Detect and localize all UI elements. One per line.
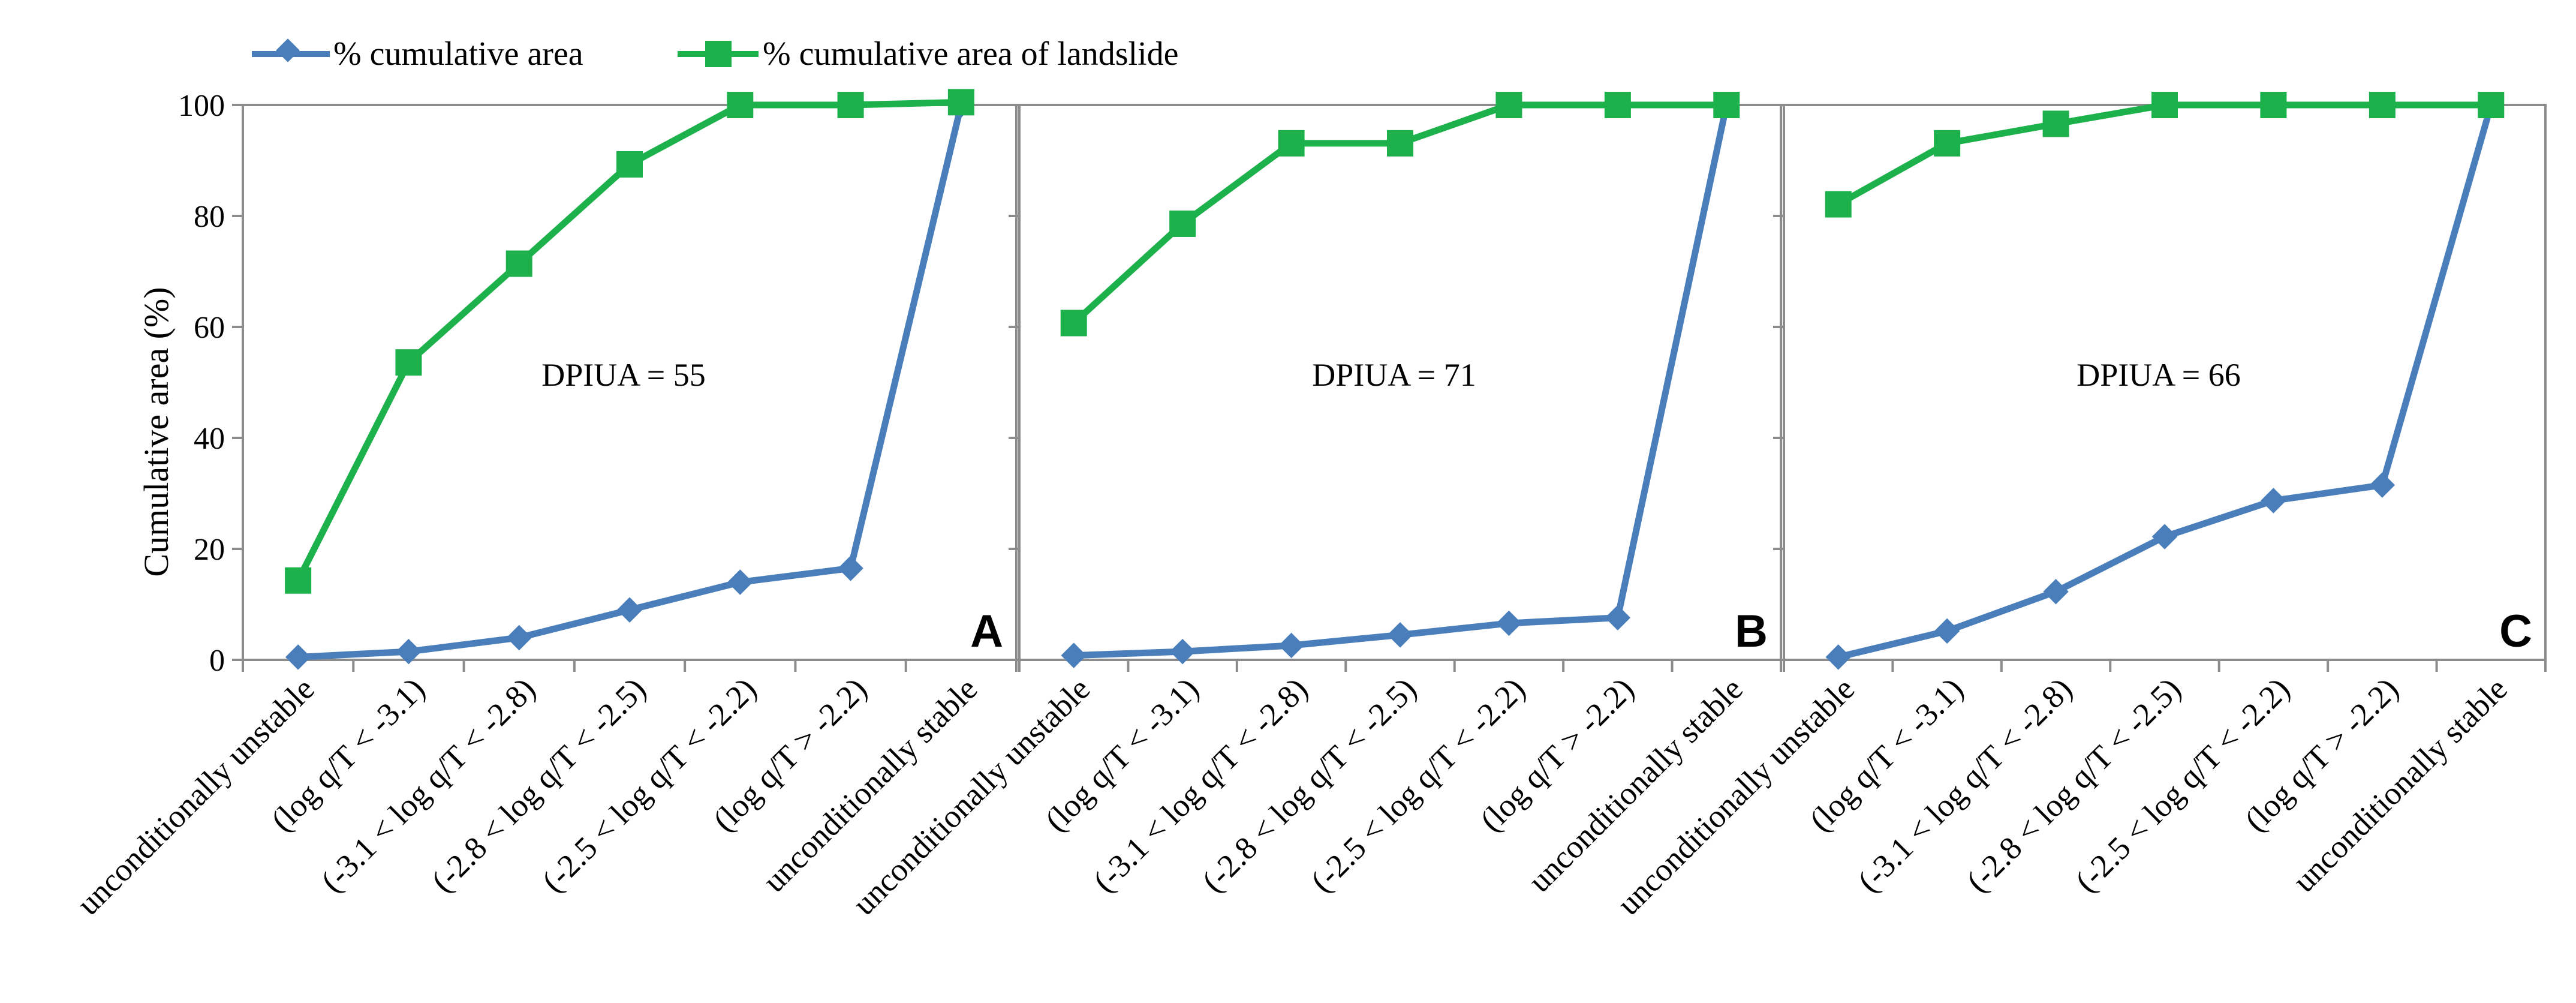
panel-c: unconditionally unstable(log q/T < -3.1)… bbox=[1610, 92, 2547, 922]
data-point-diamond bbox=[1934, 618, 1960, 644]
data-point-diamond bbox=[285, 644, 311, 670]
dpiua-annotation: DPIUA = 66 bbox=[2077, 357, 2240, 393]
x-tick-label: (-3.1 < log q/T < -2.8) bbox=[1086, 671, 1314, 899]
data-point-square bbox=[1387, 130, 1413, 157]
data-point-diamond bbox=[616, 597, 643, 623]
data-point-diamond bbox=[506, 624, 532, 651]
panel-letter: C bbox=[2499, 606, 2532, 657]
x-tick-label: (-3.1 < log q/T < -2.8) bbox=[1850, 671, 2079, 899]
data-point-square bbox=[2042, 110, 2069, 137]
legend: % cumulative area % cumulative area of l… bbox=[252, 35, 1179, 73]
data-point-square bbox=[285, 567, 312, 594]
data-point-square bbox=[1060, 310, 1087, 337]
data-point-diamond bbox=[1496, 610, 1522, 636]
plot-frame bbox=[242, 104, 1018, 661]
data-point-diamond bbox=[2043, 579, 2069, 605]
legend-marker-diamond bbox=[276, 38, 300, 62]
y-tick-label: 40 bbox=[194, 422, 225, 456]
x-tick-label: (-2.8 < log q/T < -2.5) bbox=[1195, 671, 1424, 899]
y-tick-label: 100 bbox=[178, 89, 225, 123]
data-point-square bbox=[1278, 130, 1305, 157]
data-point-square bbox=[1604, 92, 1631, 118]
data-point-square bbox=[2260, 92, 2287, 118]
x-tick-label: (-3.1 < log q/T < -2.8) bbox=[314, 671, 543, 899]
data-point-square bbox=[1495, 92, 1522, 118]
dpiua-annotation: DPIUA = 71 bbox=[1312, 357, 1476, 393]
panel-b: unconditionally unstable(log q/T < -3.1)… bbox=[845, 92, 1782, 922]
data-point-square bbox=[1713, 92, 1740, 118]
data-point-square bbox=[2369, 92, 2396, 118]
dpiua-annotation: DPIUA = 55 bbox=[541, 357, 705, 393]
data-point-square bbox=[395, 349, 422, 376]
data-point-diamond bbox=[1278, 632, 1304, 659]
data-point-square bbox=[505, 250, 532, 277]
data-point-diamond bbox=[2369, 472, 2396, 498]
data-point-diamond bbox=[838, 555, 863, 581]
data-point-diamond bbox=[1825, 644, 1851, 670]
legend-item-landslide: % cumulative area of landslide bbox=[678, 35, 1179, 73]
plot-frame bbox=[1018, 104, 1782, 661]
data-point-square bbox=[1825, 191, 1852, 218]
x-tick-label: (-2.8 < log q/T < -2.5) bbox=[425, 671, 653, 899]
data-point-diamond bbox=[2151, 524, 2178, 549]
legend-label-cumulative-area: % cumulative area bbox=[333, 35, 583, 73]
panels: 0 20 40 60 80 100 unconditionally unstable(log… bbox=[70, 89, 2547, 922]
panel-letter: B bbox=[1735, 606, 1768, 657]
y-axis-title: Cumulative area (%) bbox=[137, 287, 176, 576]
data-point-square bbox=[616, 151, 643, 178]
x-tick-label: (-2.5 < log q/T < -2.2) bbox=[535, 671, 763, 899]
legend-label-landslide: % cumulative area of landslide bbox=[763, 35, 1179, 73]
data-point-square bbox=[1934, 130, 1961, 157]
data-point-square bbox=[2151, 92, 2178, 118]
panel-letter: A bbox=[970, 606, 1003, 657]
data-point-square bbox=[947, 89, 974, 116]
data-point-diamond bbox=[1061, 642, 1087, 668]
x-tick-label: unconditionally stable bbox=[2286, 671, 2514, 899]
y-tick-label: 20 bbox=[194, 533, 225, 567]
x-tick-label: (-2.8 < log q/T < -2.5) bbox=[1960, 671, 2188, 899]
x-tick-label: (-2.5 < log q/T < -2.2) bbox=[2068, 671, 2297, 899]
y-tick-label: 80 bbox=[194, 200, 225, 234]
data-point-diamond bbox=[1387, 622, 1413, 648]
legend-marker-square bbox=[705, 41, 732, 67]
x-tick-label: unconditionally stable bbox=[756, 671, 985, 899]
data-point-square bbox=[1169, 210, 1196, 237]
data-point-square bbox=[2478, 92, 2505, 118]
data-point-diamond bbox=[727, 569, 753, 595]
data-point-diamond bbox=[1605, 605, 1631, 630]
data-point-diamond bbox=[2261, 488, 2286, 513]
x-tick-label: (-2.5 < log q/T < -2.2) bbox=[1304, 671, 1532, 899]
y-tick-label: 60 bbox=[194, 311, 225, 345]
y-tick-label: 0 bbox=[209, 644, 225, 678]
data-point-diamond bbox=[396, 638, 422, 665]
x-tick-label: unconditionally stable bbox=[1521, 671, 1750, 899]
data-point-diamond bbox=[1169, 638, 1196, 665]
legend-item-cumulative-area: % cumulative area bbox=[252, 35, 583, 73]
data-point-square bbox=[727, 92, 754, 118]
data-point-square bbox=[837, 92, 864, 118]
